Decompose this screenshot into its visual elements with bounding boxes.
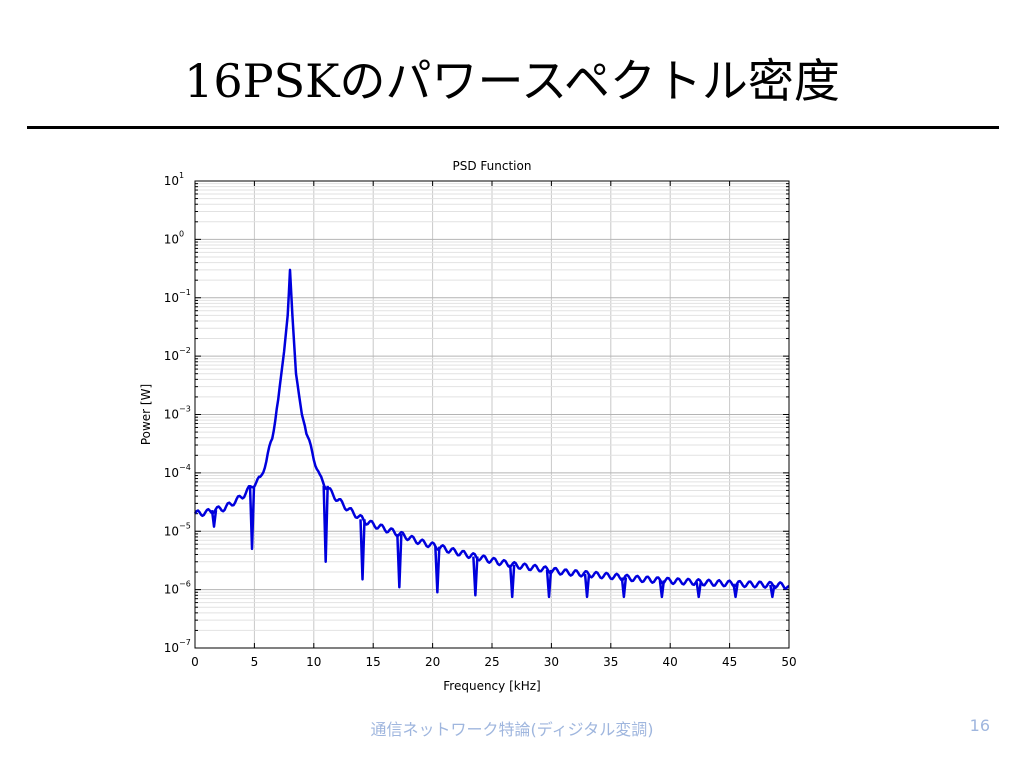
y-tick-label: 10 <box>164 466 179 480</box>
x-tick-label: 45 <box>722 655 737 669</box>
y-tick-label: 10 <box>164 408 179 422</box>
y-tick-label: 10 <box>164 583 179 597</box>
y-tick-exponent: −3 <box>179 405 191 414</box>
x-tick-label: 30 <box>544 655 559 669</box>
y-tick-label: 10 <box>164 524 179 538</box>
y-tick-label: 10 <box>164 641 179 655</box>
x-tick-label: 40 <box>663 655 678 669</box>
y-tick-exponent: 0 <box>179 229 184 238</box>
x-tick-label: 10 <box>306 655 321 669</box>
x-tick-label: 5 <box>251 655 259 669</box>
psd-null-dip <box>769 584 776 599</box>
y-tick-exponent: 1 <box>179 171 184 180</box>
x-tick-label: 35 <box>603 655 618 669</box>
footer-text: 通信ネットワーク特論(ディジタル変調) <box>370 720 654 739</box>
title-underline <box>27 126 999 129</box>
x-axis-label: Frequency [kHz] <box>443 679 540 693</box>
psd-null-dip <box>545 569 553 599</box>
x-tick-label: 50 <box>781 655 796 669</box>
x-tick-label: 20 <box>425 655 440 669</box>
y-tick-exponent: −2 <box>179 346 191 355</box>
psd-null-dip <box>359 519 366 581</box>
psd-null-dip <box>695 582 702 599</box>
page-number: 16 <box>969 716 990 735</box>
chart-title: PSD Function <box>453 159 532 173</box>
y-tick-exponent: −5 <box>179 521 191 530</box>
plot-frame <box>194 180 790 649</box>
x-tick-label: 25 <box>484 655 499 669</box>
series-layer <box>193 268 790 599</box>
x-tick-label: 0 <box>191 655 199 669</box>
psd-null-dip <box>732 583 739 599</box>
psd-null-dip <box>248 485 256 551</box>
y-tick-exponent: −1 <box>179 288 191 297</box>
psd-null-dip <box>472 556 479 597</box>
psd-null-dip <box>658 580 666 599</box>
psd-null-dip <box>508 564 516 599</box>
y-axis-label: Power [W] <box>139 384 153 445</box>
y-tick-label: 10 <box>164 349 179 363</box>
slide-title: 16PSKのパワースペクトル密度 <box>184 54 840 108</box>
x-tick-label: 15 <box>366 655 381 669</box>
psd-null-dip <box>434 546 441 594</box>
y-tick-label: 10 <box>164 291 179 305</box>
psd-series-line <box>193 268 790 590</box>
y-tick-label: 10 <box>164 174 179 188</box>
y-tick-exponent: −4 <box>179 463 191 472</box>
y-tick-exponent: −6 <box>179 580 191 589</box>
psd-null-dip <box>396 534 403 589</box>
y-tick-exponent: −7 <box>179 638 191 647</box>
psd-null-dip <box>583 573 591 599</box>
psd-null-dip <box>620 577 628 599</box>
y-tick-label: 10 <box>164 232 179 246</box>
grid-layer <box>195 181 789 648</box>
psd-null-dip <box>322 485 329 564</box>
psd-null-dip <box>210 509 218 528</box>
